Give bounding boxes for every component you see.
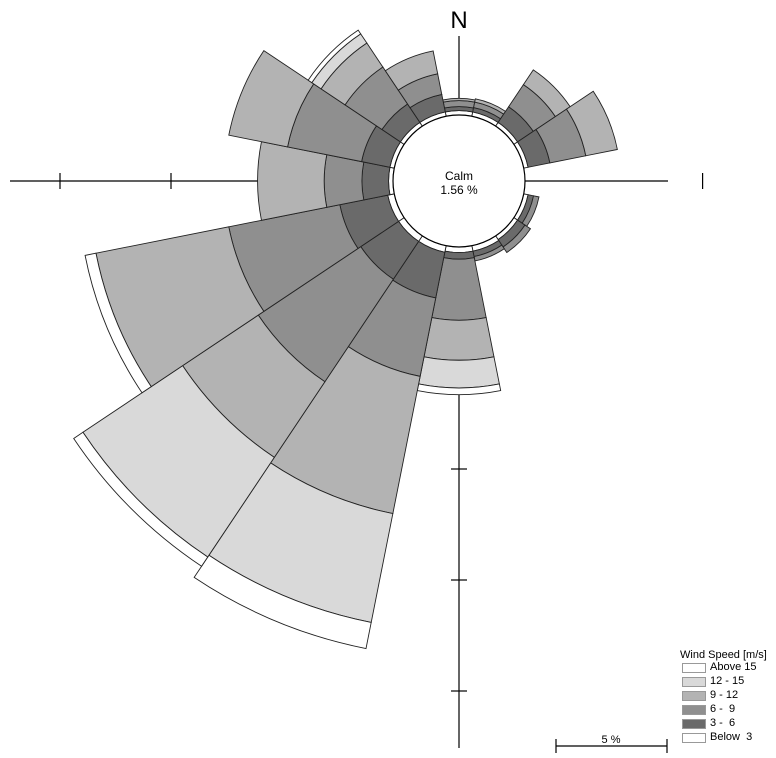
legend-title: Wind Speed [m/s] (680, 649, 767, 661)
wind-segment-sw (73, 431, 209, 567)
legend-item: 12 - 15 (682, 675, 776, 689)
legend-swatch (682, 719, 706, 729)
legend-label: 12 - 15 (710, 675, 745, 687)
wind-segment-wnw (228, 49, 315, 148)
legend-swatch (682, 733, 706, 743)
legend-swatch (682, 705, 706, 715)
wind-segment-w (323, 154, 365, 208)
wind-segment-s (418, 356, 500, 389)
scale-bar-label: 5 % (601, 734, 621, 746)
calm-label: Calm (445, 169, 473, 183)
wind-segment-w (257, 141, 328, 221)
legend-item: Below 3 (682, 731, 776, 745)
legend-item: 3 - 6 (682, 717, 776, 731)
wind-segment-nnw (384, 50, 439, 91)
wind-segment-w (361, 161, 391, 201)
legend-label: 6 - 9 (710, 703, 736, 715)
legend-label: 9 - 12 (710, 689, 739, 701)
legend: Wind Speed [m/s] Above 15 12 - 15 9 - 12 6 … (680, 649, 776, 745)
legend-label: Above 15 (710, 661, 757, 673)
north-label: N (450, 7, 467, 34)
wind-segment-s (443, 250, 475, 260)
wind-segment-nw (307, 29, 362, 84)
legend-swatch (682, 663, 706, 673)
legend-item: Above 15 (682, 661, 776, 675)
legend-item: 9 - 12 (682, 689, 776, 703)
calm-circle (392, 114, 526, 248)
legend-swatch (682, 691, 706, 701)
wind-sectors (73, 29, 618, 650)
wind-segment-ene (565, 90, 618, 157)
wind-segment-wsw (84, 252, 152, 394)
legend-item: 6 - 9 (682, 703, 776, 717)
calm-value: 1.56 % (440, 183, 478, 197)
scale-bar (555, 739, 668, 753)
wind-segment-ssw (193, 554, 372, 650)
legend-label: Below 3 (710, 731, 753, 743)
wind-segment-se (502, 224, 532, 254)
wind-segment-s (423, 317, 495, 361)
legend-swatch (682, 677, 706, 687)
legend-label: 3 - 6 (710, 717, 736, 729)
